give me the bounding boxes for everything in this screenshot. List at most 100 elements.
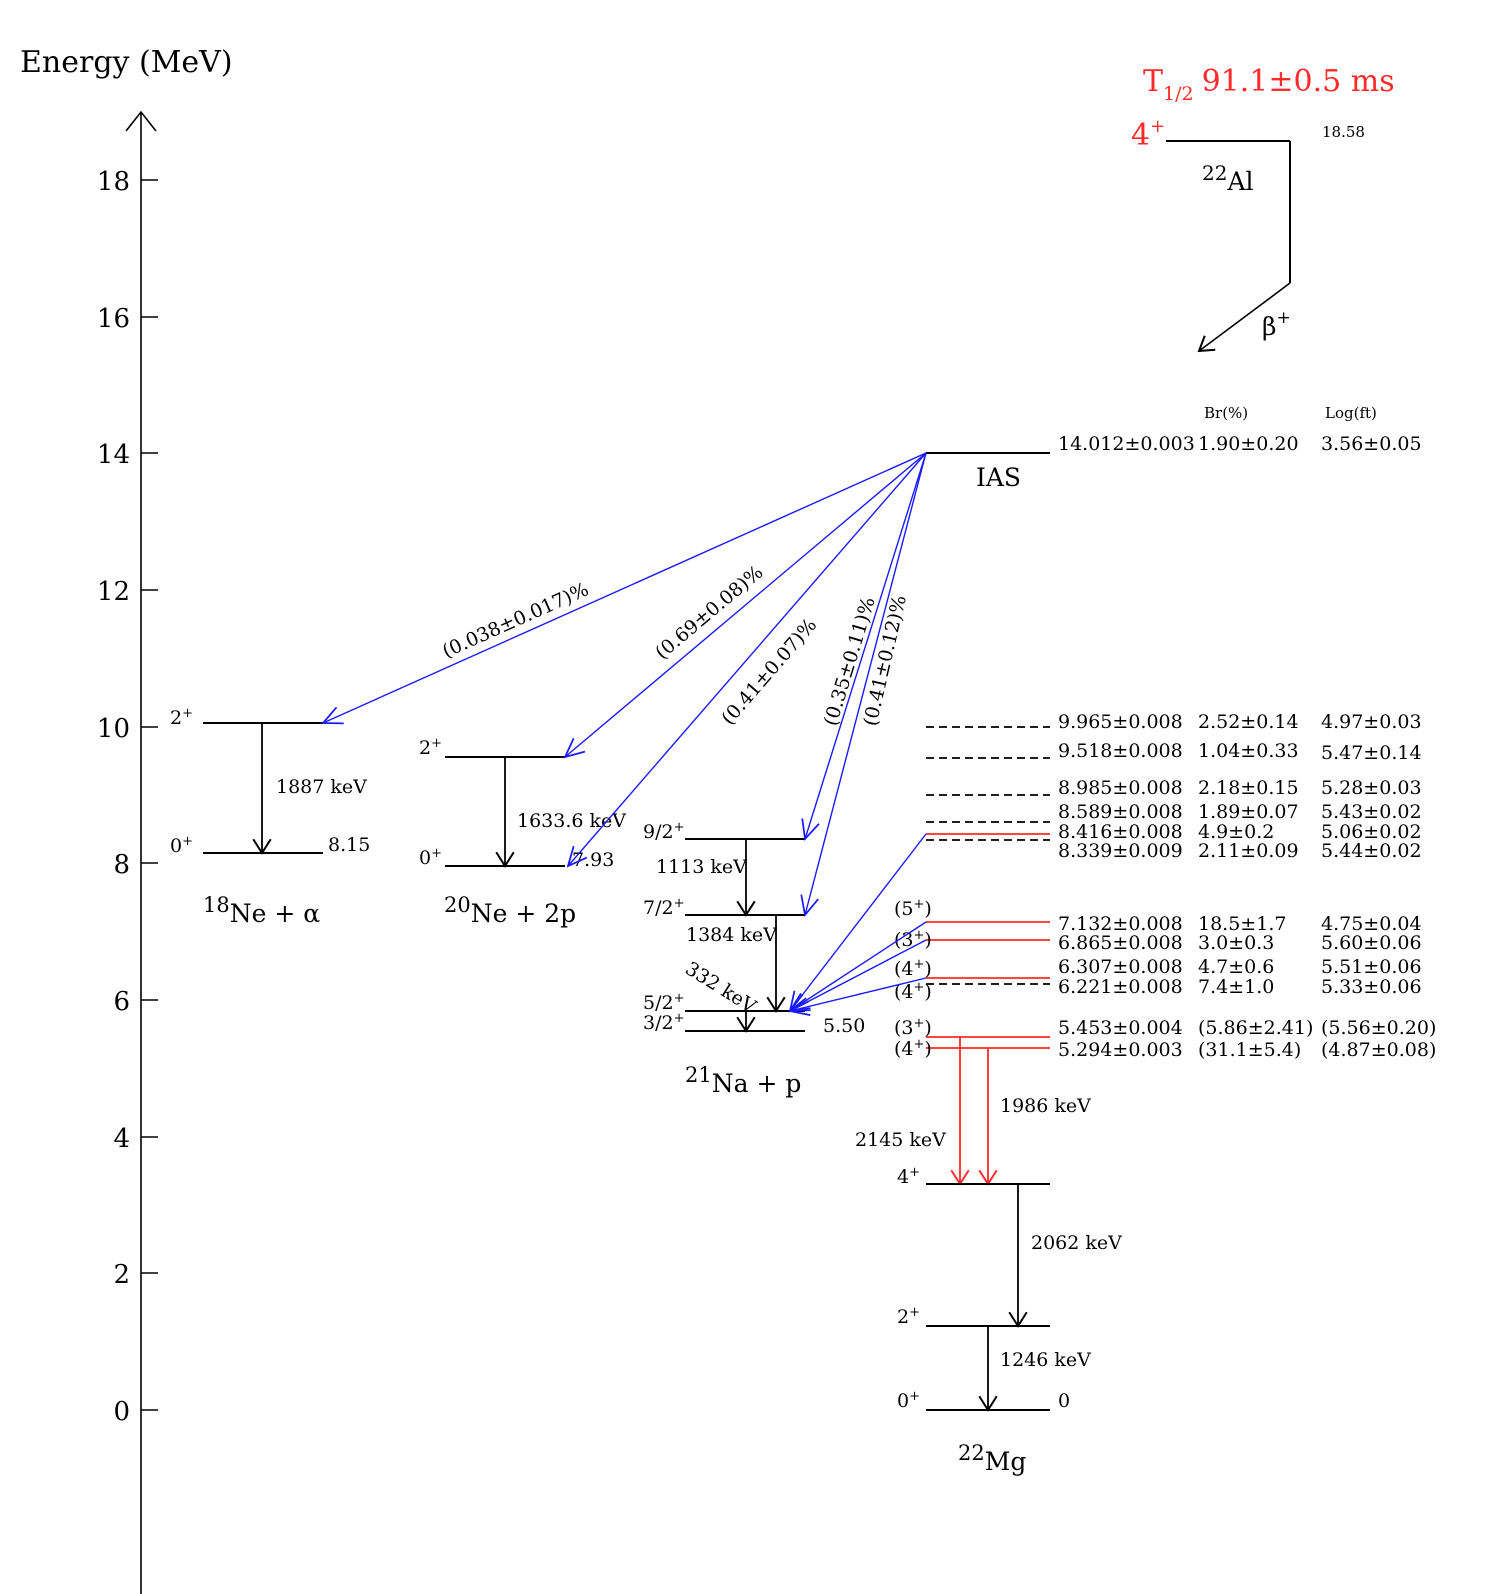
gamma-energy-label: 2145 keV <box>855 1129 946 1151</box>
tick-label: 4 <box>113 1124 130 1154</box>
decay-mode: β+ <box>1262 308 1291 341</box>
svg-text:0+: 0+ <box>170 834 193 857</box>
tick-label: 18 <box>97 167 130 197</box>
threshold-energy: 8.15 <box>328 834 370 856</box>
state-logft: 5.51±0.06 <box>1321 956 1422 978</box>
state-logft: 4.75±0.04 <box>1321 913 1422 935</box>
mg-state-proton-arrows <box>787 833 927 1016</box>
svg-text:(3+): (3+) <box>894 928 932 951</box>
svg-text:9/2+: 9/2+ <box>643 820 684 843</box>
svg-text:0+: 0+ <box>897 1389 920 1412</box>
spin-label: 2 <box>419 737 431 759</box>
tick-label: 6 <box>113 987 130 1017</box>
state-br: 2.18±0.15 <box>1198 777 1299 799</box>
svg-text:(4+): (4+) <box>894 957 932 980</box>
svg-text:(4+): (4+) <box>894 1037 932 1060</box>
state-energy: 9.518±0.008 <box>1058 740 1183 762</box>
state-br: 4.7±0.6 <box>1198 956 1274 978</box>
parent-energy: 18.58 <box>1322 123 1365 141</box>
gamma-energy-label: 1986 keV <box>1000 1095 1091 1117</box>
tick-label: 0 <box>113 1397 130 1427</box>
axis-ticks <box>141 179 158 1411</box>
svg-text:2+: 2+ <box>897 1305 920 1328</box>
gamma-energy-label: 1113 keV <box>656 856 747 878</box>
svg-text:5/2+: 5/2+ <box>643 991 684 1014</box>
gamma-energy-label: 1246 keV <box>1000 1349 1091 1371</box>
ne20-channel-label: 20Ne + 2p <box>444 893 576 928</box>
state-energy: 7.132±0.008 <box>1058 913 1183 935</box>
halflife: T1/2 91.1±0.5 ms <box>1143 64 1395 105</box>
beta-decay-arrow <box>1197 282 1291 353</box>
tick-label: 2 <box>113 1260 130 1290</box>
na21-spin-labels: 9/2+ 7/2+ 5/2+ 3/2+ <box>643 820 684 1034</box>
state-logft: 5.28±0.03 <box>1321 777 1422 799</box>
parent-isotope: 22Al <box>1202 161 1254 196</box>
state-br: 7.4±1.0 <box>1198 976 1274 998</box>
state-energy: 5.453±0.004 <box>1058 1017 1183 1039</box>
gamma-energy-label: 332 keV <box>681 958 760 1019</box>
state-logft: 5.33±0.06 <box>1321 976 1422 998</box>
state-logft: 5.47±0.14 <box>1321 742 1422 764</box>
state-br: (31.1±5.4) <box>1198 1039 1301 1061</box>
mg-isotope-label: 22Mg <box>958 1441 1026 1476</box>
state-energy: 6.307±0.008 <box>1058 956 1183 978</box>
parent-spin: 4+ <box>1131 116 1165 153</box>
threshold-energy: 5.50 <box>823 1015 865 1037</box>
svg-text:0+: 0+ <box>419 846 442 869</box>
state-energy: 8.985±0.008 <box>1058 777 1183 799</box>
svg-text:(3+): (3+) <box>894 1016 932 1039</box>
tick-label: 10 <box>97 714 130 744</box>
state-br: 3.0±0.3 <box>1198 932 1274 954</box>
state-energy: 8.589±0.008 <box>1058 801 1183 823</box>
state-energy: 6.221±0.008 <box>1058 976 1183 998</box>
state-br: 2.52±0.14 <box>1198 711 1299 733</box>
branch-label: (0.69±0.08)% <box>651 561 767 664</box>
gamma-energy-label: 2062 keV <box>1031 1232 1122 1254</box>
tick-label: 12 <box>97 577 130 607</box>
mg-levels <box>926 726 1050 1049</box>
axis-title: Energy (MeV) <box>20 45 233 80</box>
state-logft: 5.60±0.06 <box>1321 932 1422 954</box>
gamma-energy-label: 1633.6 keV <box>517 810 626 832</box>
svg-text:(4+): (4+) <box>894 980 932 1003</box>
ias-emission-arrows <box>321 452 927 918</box>
mg-low-spin-labels: 4+ 2+ 0+ <box>897 1165 920 1412</box>
tick-label: 14 <box>97 440 130 470</box>
state-logft: (5.56±0.20) <box>1321 1017 1436 1039</box>
ias-logft: 3.56±0.05 <box>1321 433 1422 455</box>
state-br: (5.86±2.41) <box>1198 1017 1313 1039</box>
branch-label: (0.038±0.017)% <box>439 578 592 662</box>
branch-label: (0.41±0.07)% <box>717 614 821 729</box>
svg-text:4+: 4+ <box>897 1165 920 1188</box>
svg-text:2+: 2+ <box>170 706 193 729</box>
ias-label: IAS <box>976 463 1021 492</box>
ne18-channel-label: 18Ne + α <box>203 893 320 928</box>
state-energy: 9.965±0.008 <box>1058 711 1183 733</box>
ground-energy: 0 <box>1058 1390 1070 1412</box>
state-br: 18.5±1.7 <box>1198 913 1286 935</box>
state-br: 4.9±0.2 <box>1198 821 1274 843</box>
state-logft: 5.06±0.02 <box>1321 821 1422 843</box>
state-energy: 8.416±0.008 <box>1058 821 1183 843</box>
state-logft: 5.43±0.02 <box>1321 801 1422 823</box>
axis-arrow-icon <box>125 110 157 132</box>
ias-br: 1.90±0.20 <box>1198 433 1299 455</box>
svg-text:3/2+: 3/2+ <box>643 1011 684 1034</box>
tick-label: 16 <box>97 304 130 334</box>
br-column-header: Br(%) <box>1204 404 1248 422</box>
state-logft: 4.97±0.03 <box>1321 711 1422 733</box>
spin-label: 2 <box>170 707 182 729</box>
state-br: 1.04±0.33 <box>1198 740 1299 762</box>
gamma-energy-label: 1887 keV <box>276 776 367 798</box>
state-br: 1.89±0.07 <box>1198 801 1299 823</box>
state-logft: (4.87±0.08) <box>1321 1039 1436 1061</box>
ias-energy: 14.012±0.003 <box>1058 433 1195 455</box>
mg-spin-labels: (5+) (3+) (4+) (4+) (3+) (4+) <box>894 897 932 1060</box>
svg-text:7/2+: 7/2+ <box>643 896 684 919</box>
state-energy: 5.294±0.003 <box>1058 1039 1183 1061</box>
tick-label: 8 <box>113 850 130 880</box>
state-energy: 8.339±0.009 <box>1058 840 1183 862</box>
svg-text:(5+): (5+) <box>894 897 932 920</box>
spin-label: 0 <box>170 835 182 857</box>
svg-text:2+: 2+ <box>419 736 442 759</box>
